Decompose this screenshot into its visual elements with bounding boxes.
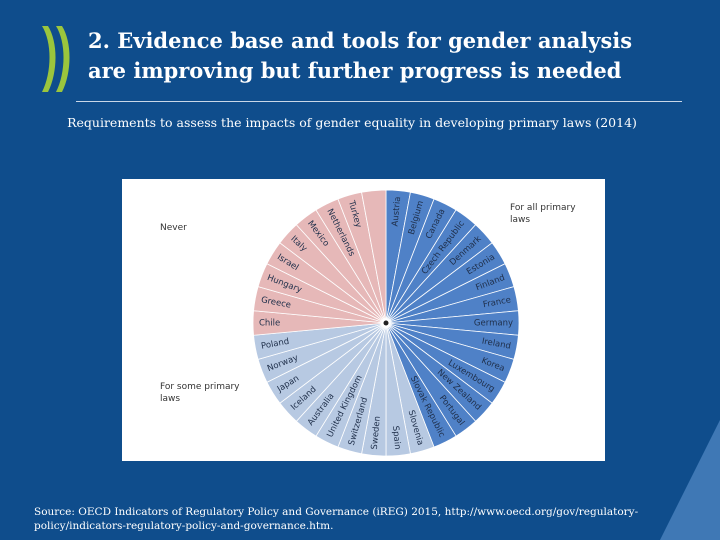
slice-label: Spain <box>390 425 402 450</box>
legend-label: For some primary <box>160 382 240 392</box>
slice-label: Germany <box>474 319 513 329</box>
corner-accent <box>660 420 720 540</box>
oecd-logo-icon <box>42 26 70 92</box>
chart-title: Requirements to assess the impacts of ge… <box>67 115 637 130</box>
chart-panel: Austria Belgium Canada Czech Republic Denmar… <box>122 179 605 461</box>
legend-label: Never <box>160 223 187 233</box>
title-divider <box>76 101 682 102</box>
legend-label: For all primary <box>510 203 576 213</box>
pie-slice <box>361 189 387 324</box>
pie-center-dot <box>383 320 389 326</box>
page-title: 2. Evidence base and tools for gender an… <box>88 26 688 86</box>
legend-label: laws <box>510 215 530 225</box>
slice-label: Chile <box>259 319 280 329</box>
page-title-line-2: are improving but further progress is ne… <box>88 58 622 83</box>
source-note-line-2: policy/indicators-regulatory-policy-and-… <box>34 520 334 532</box>
legend-label: laws <box>160 394 180 404</box>
page-title-line-1: 2. Evidence base and tools for gender an… <box>88 28 633 53</box>
source-note: Source: OECD Indicators of Regulatory Po… <box>34 505 684 533</box>
source-note-line-1: Source: OECD Indicators of Regulatory Po… <box>34 506 639 518</box>
slice-label: Austria <box>390 196 403 227</box>
slice-label: Sweden <box>370 416 383 450</box>
